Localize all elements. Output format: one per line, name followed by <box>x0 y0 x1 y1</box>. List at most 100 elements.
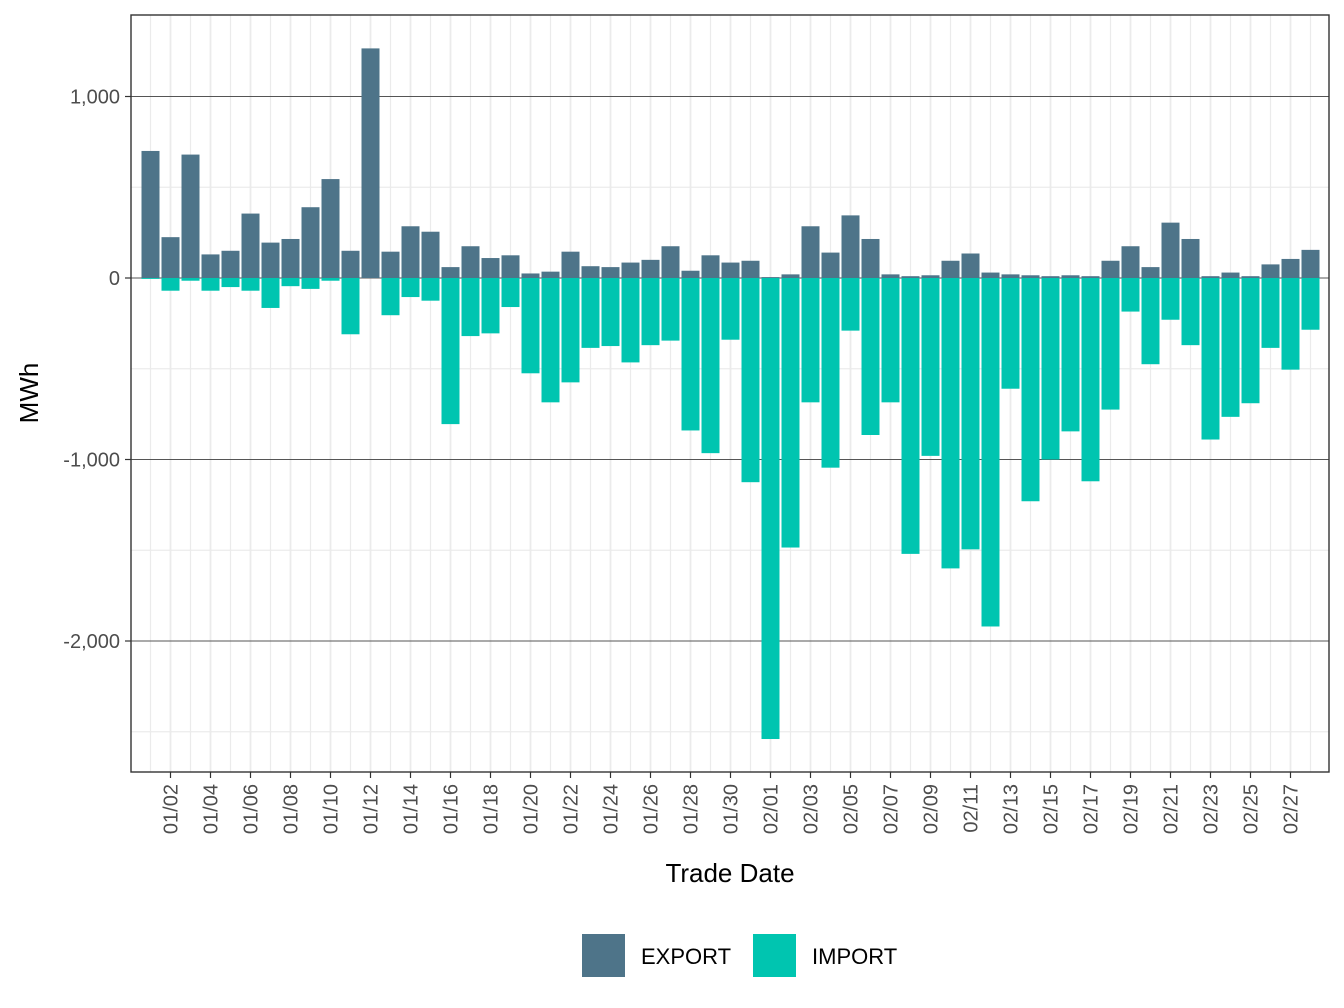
bar-export-01-27 <box>661 246 680 278</box>
legend-label-export: EXPORT <box>641 944 731 969</box>
bar-export-01-29 <box>701 255 720 278</box>
bar-import-02-28 <box>1301 278 1320 330</box>
bar-import-01-30 <box>721 278 740 340</box>
bar-import-02-25 <box>1241 278 1260 404</box>
x-tick-label: 01/20 <box>521 784 543 834</box>
bar-import-01-06 <box>241 278 260 291</box>
x-tick-label: 01/10 <box>321 784 343 834</box>
x-tick-label: 02/23 <box>1201 784 1223 834</box>
bar-import-01-02 <box>161 278 180 291</box>
x-tick-label: 02/15 <box>1041 784 1063 834</box>
bar-export-02-13 <box>1001 274 1020 278</box>
x-tick-label: 01/16 <box>441 784 463 834</box>
bar-export-01-09 <box>301 207 320 278</box>
bar-import-01-04 <box>201 278 220 291</box>
bar-import-01-20 <box>521 278 540 374</box>
y-axis-title: MWh <box>14 363 44 424</box>
bar-import-02-18 <box>1101 278 1120 410</box>
bar-import-01-26 <box>641 278 660 346</box>
bar-export-02-07 <box>881 274 900 278</box>
bar-export-01-12 <box>361 48 380 279</box>
bar-export-02-24 <box>1221 272 1240 279</box>
bar-import-02-13 <box>1001 278 1020 389</box>
bar-export-02-15 <box>1041 276 1060 278</box>
bar-export-01-26 <box>641 259 660 278</box>
bar-import-01-18 <box>481 278 500 334</box>
x-tick-label: 02/17 <box>1081 784 1103 834</box>
bar-export-02-12 <box>981 272 1000 279</box>
bar-export-02-25 <box>1241 276 1260 278</box>
x-axis: 01/02 01/04 01/06 01/08 01/10 01/12 01/14 01/16… <box>161 772 1303 834</box>
bar-import-02-03 <box>801 278 820 403</box>
legend: EXPORT IMPORT <box>582 934 897 977</box>
bar-export-02-03 <box>801 226 820 278</box>
bar-import-02-09 <box>921 278 940 456</box>
bar-export-02-28 <box>1301 249 1320 278</box>
bar-import-02-26 <box>1261 278 1280 348</box>
bar-import-02-21 <box>1161 278 1180 320</box>
bar-export-01-13 <box>381 251 400 278</box>
x-tick-label: 02/27 <box>1281 784 1303 834</box>
bar-import-02-01 <box>761 278 780 740</box>
bar-export-02-08 <box>901 276 920 278</box>
bar-import-02-24 <box>1221 278 1240 417</box>
bar-export-01-08 <box>281 238 300 278</box>
bar-export-02-10 <box>941 260 960 278</box>
bar-export-01-05 <box>221 250 240 278</box>
bars <box>141 48 1320 740</box>
bar-import-01-03 <box>181 278 200 281</box>
x-tick-label: 01/30 <box>721 784 743 834</box>
x-tick-label: 02/05 <box>841 784 863 834</box>
bar-export-01-16 <box>441 267 460 278</box>
x-tick-label: 01/18 <box>481 784 503 834</box>
legend-key-import <box>753 934 796 977</box>
bar-import-01-17 <box>461 278 480 337</box>
bar-import-01-15 <box>421 278 440 301</box>
x-tick-label: 02/13 <box>1001 784 1023 834</box>
bar-export-01-10 <box>321 179 340 278</box>
bar-export-01-15 <box>421 231 440 278</box>
bar-export-01-07 <box>261 242 280 278</box>
bar-export-01-28 <box>681 270 700 278</box>
bar-import-01-01 <box>141 278 160 279</box>
bar-import-01-29 <box>701 278 720 454</box>
bar-import-01-16 <box>441 278 460 425</box>
y-tick-label: 1,000 <box>70 87 120 109</box>
bar-import-01-28 <box>681 278 700 431</box>
x-tick-label: 01/24 <box>601 784 623 834</box>
bar-import-02-12 <box>981 278 1000 627</box>
x-axis-title: Trade Date <box>665 858 794 888</box>
bar-import-01-19 <box>501 278 520 308</box>
bar-export-02-01 <box>761 277 780 278</box>
bar-export-02-04 <box>821 252 840 278</box>
bar-export-02-17 <box>1081 276 1100 278</box>
bar-export-01-11 <box>341 250 360 278</box>
bar-export-01-04 <box>201 254 220 278</box>
bar-import-01-25 <box>621 278 640 363</box>
bar-import-02-23 <box>1201 278 1220 440</box>
bar-import-01-13 <box>381 278 400 316</box>
bar-export-02-09 <box>921 275 940 278</box>
bar-import-01-31 <box>741 278 760 483</box>
bar-export-02-26 <box>1261 264 1280 278</box>
bar-export-02-05 <box>841 215 860 278</box>
x-tick-label: 01/08 <box>281 784 303 834</box>
bar-export-01-14 <box>401 226 420 278</box>
bar-import-02-17 <box>1081 278 1100 482</box>
x-tick-label: 02/03 <box>801 784 823 834</box>
bar-export-02-21 <box>1161 222 1180 278</box>
bar-import-02-10 <box>941 278 960 569</box>
bar-import-01-11 <box>341 278 360 335</box>
bar-import-01-10 <box>321 278 340 281</box>
x-tick-label: 02/19 <box>1121 784 1143 834</box>
x-tick-label: 01/22 <box>561 784 583 834</box>
bar-import-02-14 <box>1021 278 1040 502</box>
bar-import-02-06 <box>861 278 880 435</box>
y-tick-label: -1,000 <box>63 450 120 472</box>
legend-key-export <box>582 934 625 977</box>
bar-import-01-14 <box>401 278 420 298</box>
bar-export-01-19 <box>501 255 520 278</box>
x-tick-label: 02/21 <box>1161 784 1183 834</box>
bar-export-01-30 <box>721 262 740 278</box>
x-tick-label: 02/25 <box>1241 784 1263 834</box>
